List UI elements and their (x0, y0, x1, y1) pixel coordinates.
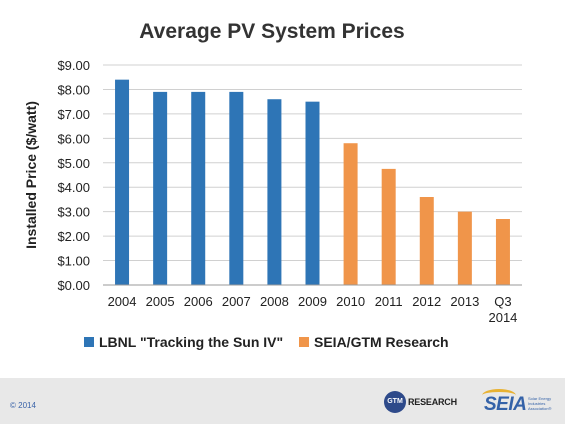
bar (419, 197, 434, 285)
gtm-research-logo: GTM RESEARCH (384, 388, 464, 418)
copyright-text: © 2014 (10, 401, 36, 410)
x-tick-label: 2012 (412, 294, 441, 309)
y-tick-label: $5.00 (57, 156, 90, 171)
gtm-circle-icon: GTM (384, 391, 406, 413)
legend-label: LBNL "Tracking the Sun IV" (99, 334, 283, 350)
bars (115, 79, 510, 286)
bar (305, 101, 320, 286)
x-tick-label: 2014 (488, 310, 517, 325)
seia-logo-text: SEIA (484, 394, 527, 415)
gtm-logo-text: RESEARCH (408, 397, 457, 407)
legend-label: SEIA/GTM Research (314, 334, 449, 350)
bar (229, 91, 244, 285)
bar (115, 79, 130, 286)
x-tick-label: 2007 (222, 294, 251, 309)
x-tick-label: 2006 (184, 294, 213, 309)
bar (495, 219, 510, 285)
x-tick-label: 2005 (146, 294, 175, 309)
x-tick-label: 2011 (375, 294, 403, 309)
y-axis-ticks: $0.00 $1.00 $2.00 $3.00 $4.00 $5.00 $6.00 $7.00… (57, 58, 90, 293)
chart-title: Average PV System Prices (139, 20, 404, 43)
x-axis-ticks: 2004 2005 2006 2007 2008 2009 2010 2011 2012 2013… (108, 294, 518, 325)
y-tick-label: $8.00 (57, 82, 90, 97)
x-tick-label: 2004 (108, 294, 137, 309)
bar (153, 91, 168, 285)
y-tick-label: $4.00 (57, 180, 90, 195)
legend-swatch (299, 337, 309, 347)
y-tick-label: $2.00 (57, 229, 90, 244)
y-tick-label: $1.00 (57, 254, 90, 269)
y-tick-label: $6.00 (57, 131, 90, 146)
legend-swatch (84, 337, 94, 347)
y-tick-label: $0.00 (57, 278, 90, 293)
legend: LBNL "Tracking the Sun IV" SEIA/GTM Resea… (84, 334, 449, 350)
x-tick-label: 2013 (450, 294, 479, 309)
seia-logo: SEIA Solar Energy Industries Association… (476, 386, 564, 422)
x-tick-label: 2008 (260, 294, 289, 309)
seia-logo-subtext: Solar Energy Industries Association® (528, 396, 552, 411)
footer-bar (0, 378, 565, 424)
y-tick-label: $7.00 (57, 107, 90, 122)
y-tick-label: $9.00 (57, 58, 90, 73)
y-axis-label: Installed Price ($/watt) (23, 101, 39, 249)
bar (381, 168, 396, 285)
bar (343, 143, 358, 285)
y-tick-label: $3.00 (57, 205, 90, 220)
x-tick-label: 2009 (298, 294, 327, 309)
bar (267, 99, 282, 285)
x-tick-label: Q3 (494, 294, 511, 309)
bar (457, 211, 472, 285)
bar (191, 91, 206, 285)
seia-sun-arc-icon (482, 389, 516, 402)
x-tick-label: 2010 (336, 294, 365, 309)
